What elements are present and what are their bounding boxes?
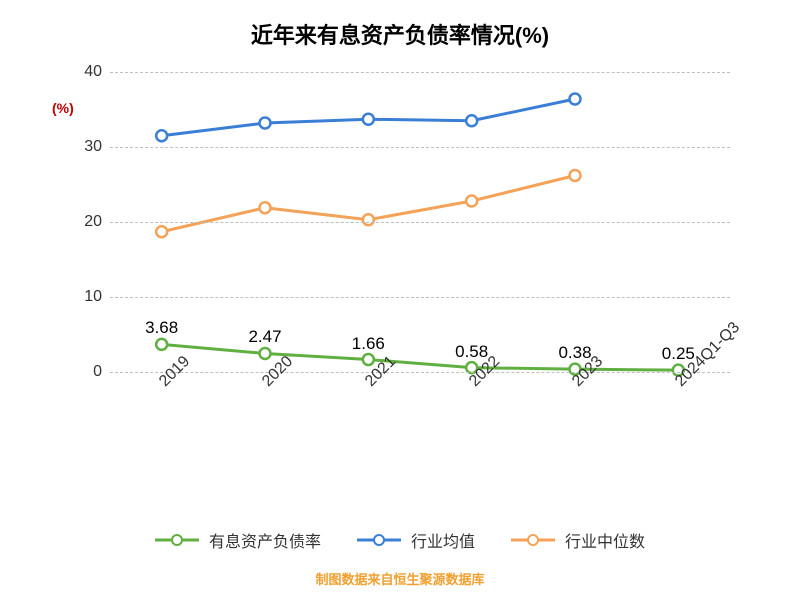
y-axis-title: (%) (52, 100, 74, 116)
y-tick-label: 20 (84, 213, 110, 231)
marker-industry_avg (466, 115, 477, 126)
marker-industry_avg (260, 118, 271, 129)
legend-label: 行业均值 (411, 528, 475, 552)
footer-note: 制图数据来自恒生聚源数据库 (0, 569, 800, 588)
legend-label: 行业中位数 (565, 528, 645, 552)
data-label: 1.66 (352, 334, 385, 354)
data-label: 0.25 (662, 344, 695, 364)
legend-item-ratio: 有息资产负债率 (155, 528, 321, 552)
legend-item-industry_median: 行业中位数 (511, 528, 645, 552)
marker-industry_median (363, 214, 374, 225)
legend-swatch (357, 532, 401, 548)
data-label: 3.68 (145, 318, 178, 338)
grid-line (110, 222, 730, 223)
legend-swatch (155, 532, 199, 548)
marker-industry_median (156, 226, 167, 237)
legend: 有息资产负债率 行业均值 行业中位数 (0, 528, 800, 552)
grid-line (110, 72, 730, 73)
marker-industry_avg (363, 114, 374, 125)
data-label: 2.47 (248, 327, 281, 347)
y-tick-label: 10 (84, 288, 110, 306)
marker-industry_avg (156, 130, 167, 141)
marker-industry_avg (570, 94, 581, 105)
legend-item-industry_avg: 行业均值 (357, 528, 475, 552)
y-tick-label: 0 (93, 363, 110, 381)
data-label: 0.58 (455, 342, 488, 362)
chart-title: 近年来有息资产负债率情况(%) (0, 0, 800, 50)
grid-line (110, 372, 730, 373)
plot-area: (%) 010203040201920202021202220232024Q1-… (110, 72, 730, 372)
y-tick-label: 30 (84, 138, 110, 156)
marker-ratio (260, 348, 271, 359)
marker-industry_median (570, 170, 581, 181)
marker-ratio (156, 339, 167, 350)
legend-label: 有息资产负债率 (209, 528, 321, 552)
marker-industry_median (260, 202, 271, 213)
legend-swatch (511, 532, 555, 548)
marker-industry_median (466, 196, 477, 207)
grid-line (110, 297, 730, 298)
y-tick-label: 40 (84, 63, 110, 81)
grid-line (110, 147, 730, 148)
data-label: 0.38 (558, 343, 591, 363)
marker-ratio (363, 354, 374, 365)
